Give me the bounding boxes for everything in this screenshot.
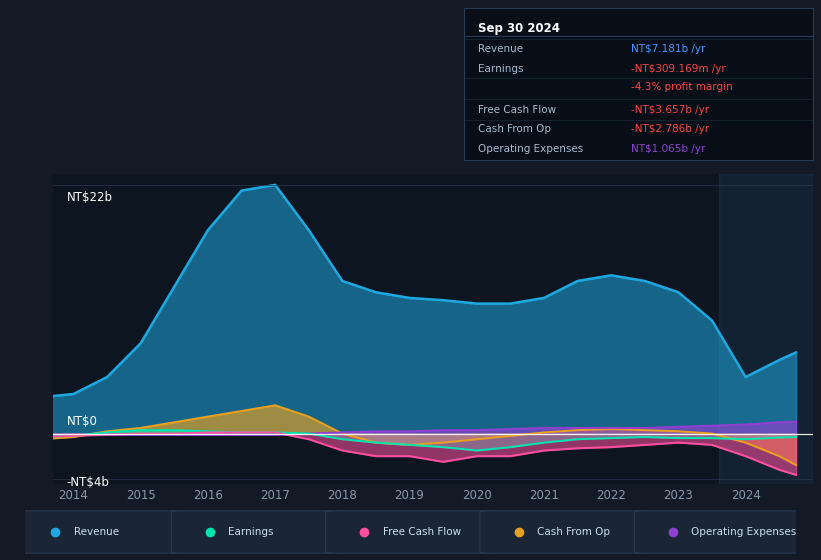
Text: -NT$309.169m /yr: -NT$309.169m /yr xyxy=(631,64,726,74)
Text: Operating Expenses: Operating Expenses xyxy=(478,144,583,154)
Text: Cash From Op: Cash From Op xyxy=(478,124,551,134)
Text: Free Cash Flow: Free Cash Flow xyxy=(478,105,556,115)
Text: Free Cash Flow: Free Cash Flow xyxy=(383,527,461,537)
Text: -NT$2.786b /yr: -NT$2.786b /yr xyxy=(631,124,709,134)
Text: NT$7.181b /yr: NT$7.181b /yr xyxy=(631,44,706,54)
Text: Revenue: Revenue xyxy=(478,44,523,54)
Text: Earnings: Earnings xyxy=(228,527,274,537)
Text: NT$0: NT$0 xyxy=(67,415,98,428)
Text: Cash From Op: Cash From Op xyxy=(537,527,610,537)
Text: NT$1.065b /yr: NT$1.065b /yr xyxy=(631,144,705,154)
Text: Operating Expenses: Operating Expenses xyxy=(691,527,796,537)
Text: -4.3% profit margin: -4.3% profit margin xyxy=(631,82,733,92)
Text: Sep 30 2024: Sep 30 2024 xyxy=(478,22,560,35)
Text: Revenue: Revenue xyxy=(74,527,119,537)
Text: NT$22b: NT$22b xyxy=(67,190,112,203)
Text: Earnings: Earnings xyxy=(478,64,523,74)
Text: -NT$3.657b /yr: -NT$3.657b /yr xyxy=(631,105,709,115)
FancyBboxPatch shape xyxy=(17,511,186,553)
Text: -NT$4b: -NT$4b xyxy=(67,477,110,489)
FancyBboxPatch shape xyxy=(480,511,649,553)
FancyBboxPatch shape xyxy=(326,511,495,553)
Bar xyxy=(718,174,813,484)
FancyBboxPatch shape xyxy=(172,511,341,553)
FancyBboxPatch shape xyxy=(635,511,804,553)
